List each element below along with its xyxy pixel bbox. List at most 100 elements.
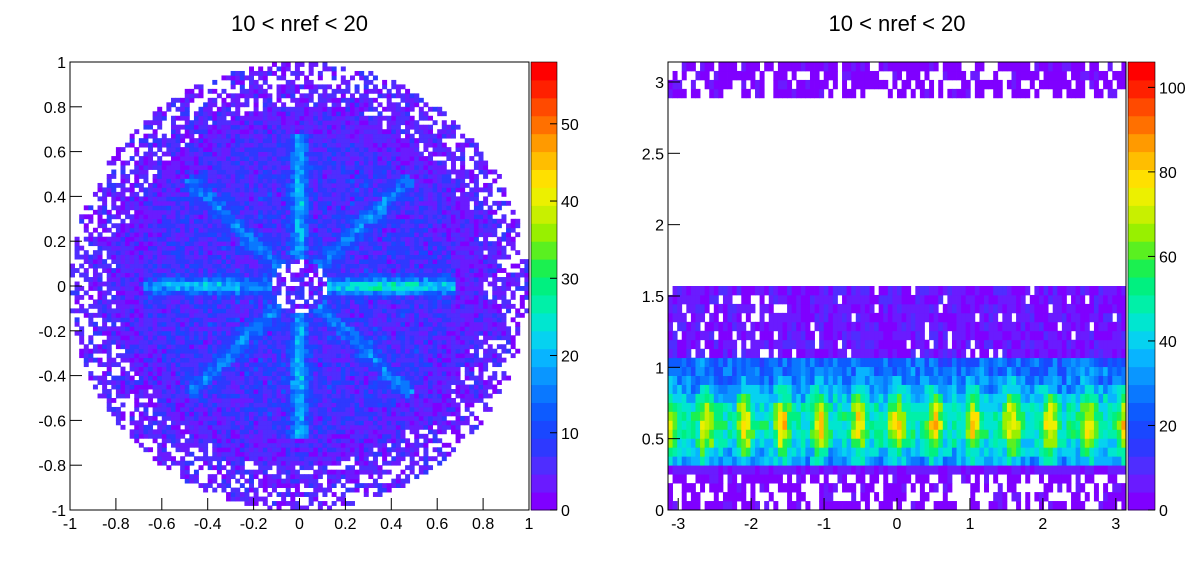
heatmap-cell xyxy=(180,353,186,359)
heatmap-cell xyxy=(189,294,195,300)
heatmap-cell xyxy=(235,124,241,130)
heatmap-cell xyxy=(363,411,369,417)
heatmap-cell xyxy=(276,375,282,381)
heatmap-cell xyxy=(239,402,245,408)
heatmap-cell xyxy=(340,447,346,453)
heatmap-cell xyxy=(129,200,135,206)
heatmap-cell xyxy=(331,250,337,256)
heatmap-cell xyxy=(322,330,328,336)
heatmap-cell xyxy=(226,330,232,336)
heatmap-cell xyxy=(189,290,195,296)
heatmap-cell xyxy=(368,469,374,475)
heatmap-cell xyxy=(349,129,355,135)
heatmap-cell xyxy=(267,66,273,72)
heatmap-cell xyxy=(313,182,319,188)
heatmap-cell xyxy=(313,330,319,336)
heatmap-cell xyxy=(262,106,268,112)
heatmap-cell xyxy=(244,165,250,170)
heatmap-cell xyxy=(276,236,282,242)
heatmap-cell xyxy=(308,111,314,117)
heatmap-cell xyxy=(271,115,277,121)
heatmap-cell xyxy=(79,330,85,336)
heatmap-cell xyxy=(226,272,232,278)
heatmap-cell xyxy=(331,133,337,139)
heatmap-cell xyxy=(308,465,314,471)
heatmap-cell xyxy=(134,205,140,211)
heatmap-cell xyxy=(148,196,154,202)
heatmap-cell xyxy=(216,106,222,112)
heatmap-cell xyxy=(285,62,291,67)
heatmap-cell xyxy=(175,115,181,121)
heatmap-cell xyxy=(345,214,351,220)
heatmap-cell xyxy=(193,196,199,202)
heatmap-cell xyxy=(230,75,236,81)
heatmap-cell xyxy=(308,120,314,126)
heatmap-cell xyxy=(221,223,227,229)
heatmap-cell xyxy=(125,205,131,211)
heatmap-cell xyxy=(349,389,355,394)
heatmap-cell xyxy=(327,362,333,368)
heatmap-cell xyxy=(258,263,264,269)
heatmap-cell xyxy=(349,241,355,247)
heatmap-cell xyxy=(152,335,158,341)
heatmap-cell xyxy=(170,97,176,103)
heatmap-cell xyxy=(235,223,241,229)
heatmap-cell xyxy=(184,209,190,215)
heatmap-cell xyxy=(262,93,268,99)
heatmap-cell xyxy=(267,474,273,480)
heatmap-cell xyxy=(129,191,135,197)
heatmap-cell xyxy=(102,308,108,314)
heatmap-cell xyxy=(345,478,351,484)
heatmap-cell xyxy=(340,420,346,426)
heatmap-cell xyxy=(207,335,213,341)
heatmap-cell xyxy=(294,429,300,435)
heatmap-cell xyxy=(336,178,342,184)
heatmap-cell xyxy=(134,402,140,408)
heatmap-cell xyxy=(230,84,236,90)
heatmap-cell xyxy=(216,447,222,453)
heatmap-cell xyxy=(193,406,199,412)
heatmap-cell xyxy=(276,371,282,376)
heatmap-cell xyxy=(138,196,144,202)
heatmap-cell xyxy=(125,375,131,381)
heatmap-cell xyxy=(372,227,378,233)
heatmap-cell xyxy=(239,371,245,376)
heatmap-cell xyxy=(267,93,273,99)
heatmap-cell xyxy=(331,411,337,417)
heatmap-cell xyxy=(166,429,172,435)
heatmap-cell xyxy=(258,442,264,448)
heatmap-cell xyxy=(290,505,296,511)
heatmap-cell xyxy=(368,375,374,381)
heatmap-cell xyxy=(271,415,277,421)
heatmap-cell xyxy=(285,424,291,430)
heatmap-cell xyxy=(336,393,342,399)
heatmap-cell xyxy=(336,451,342,457)
heatmap-cell xyxy=(262,344,268,350)
heatmap-cell xyxy=(198,129,204,135)
heatmap-cell xyxy=(212,263,218,269)
heatmap-cell xyxy=(189,299,195,305)
heatmap-cell xyxy=(221,411,227,417)
heatmap-cell xyxy=(349,200,355,206)
heatmap-cell xyxy=(345,321,351,327)
heatmap-cell xyxy=(349,174,355,179)
heatmap-cell xyxy=(317,290,323,296)
heatmap-cell xyxy=(230,353,236,359)
heatmap-cell xyxy=(253,70,259,76)
heatmap-cell xyxy=(281,375,287,381)
heatmap-cell xyxy=(138,290,144,296)
heatmap-cell xyxy=(129,187,135,193)
heatmap-cell xyxy=(157,393,163,399)
heatmap-cell xyxy=(180,232,186,238)
heatmap-cell xyxy=(363,174,369,179)
heatmap-cell xyxy=(267,375,273,381)
heatmap-cell xyxy=(377,362,383,368)
heatmap-cell xyxy=(148,433,154,439)
heatmap-cell xyxy=(212,115,218,121)
heatmap-cell xyxy=(102,245,108,251)
heatmap-cell xyxy=(143,362,149,368)
heatmap-cell xyxy=(294,460,300,466)
heatmap-cell xyxy=(189,321,195,327)
heatmap-cell xyxy=(170,272,176,278)
heatmap-cell xyxy=(92,259,98,264)
